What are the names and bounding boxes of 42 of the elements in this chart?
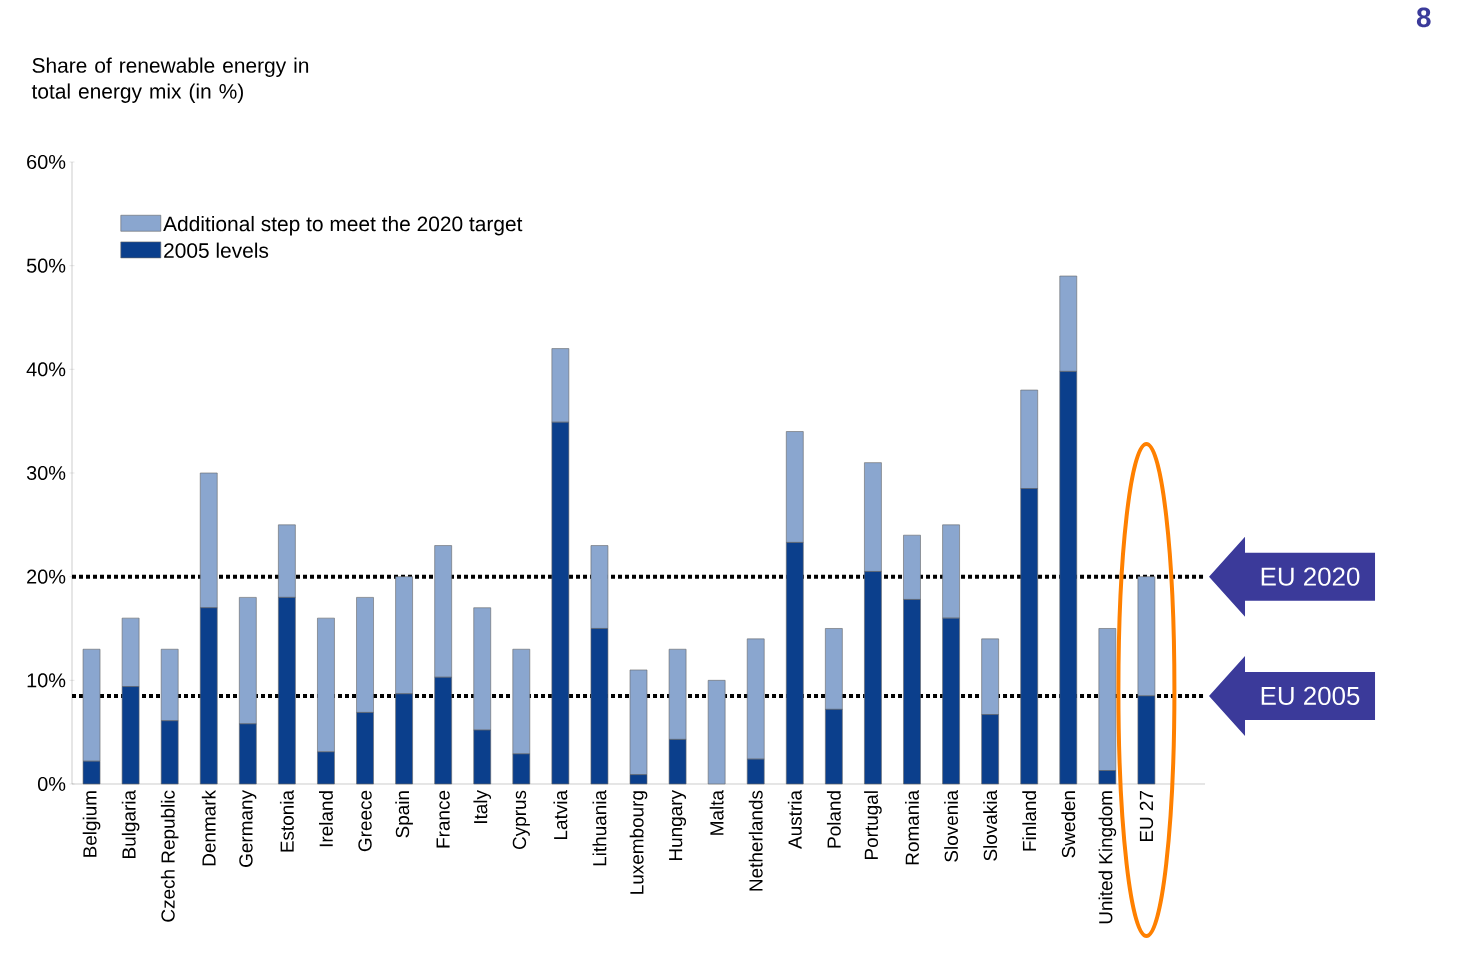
legend-label: Additional step to meet the 2020 target [163,215,523,236]
x-tick-label: Czech Republic [160,790,179,922]
x-tick-label: Slovakia [983,790,998,861]
x-tick-label: Ireland [319,791,333,847]
y-tick-label: 0% [37,776,66,792]
legend-label: 2005 levels [164,242,269,258]
x-tick-label: Malta [709,790,724,835]
x-tick-label: Greece [358,790,372,852]
y-tick-label: 60% [27,154,66,170]
x-tick-label: Germany [239,790,257,867]
x-tick-label: EU 27 [1139,790,1154,842]
ref-line-label: EU 2020 [1261,567,1360,586]
x-tick-label: Spain [395,791,413,838]
x-tick-label: Sweden [1061,791,1076,858]
x-tick-label: Poland [826,791,841,848]
x-tick-label: Cyprus [512,790,530,850]
x-tick-label: Estonia [279,790,294,852]
x-tick-label: Austria [787,790,802,849]
x-tick-label: Luxembourg [629,791,648,894]
chart-title: Share of renewable energy in total energy mix (in %) [31,57,309,103]
x-tick-label: Belgium [82,791,101,857]
y-tick-label: 20% [27,569,66,584]
y-tick-label: 10% [27,673,66,688]
x-tick-label: Finland [1022,791,1037,851]
ref-line-label: EU 2005 [1261,686,1360,706]
x-tick-label: Denmark [201,790,216,866]
x-tick-label: Portugal [864,791,882,859]
y-tick-label: 40% [26,362,66,377]
x-tick-label: Bulgaria [121,790,140,858]
x-tick-label: Hungary [669,790,687,861]
x-tick-label: Netherlands [748,790,763,891]
x-tick-label: France [436,790,450,848]
x-tick-label: Slovenia [944,790,959,862]
x-tick-label: Romania [905,790,919,865]
x-tick-label: United Kingdom [1098,791,1117,924]
x-tick-label: Latvia [553,790,568,839]
y-tick-label: 30% [26,465,66,481]
x-tick-label: Lithuania [592,790,607,866]
y-tick-label: 50% [26,258,66,273]
text: 8 [1416,7,1431,28]
x-tick-label: Italy [473,790,492,823]
bar [707,680,726,785]
